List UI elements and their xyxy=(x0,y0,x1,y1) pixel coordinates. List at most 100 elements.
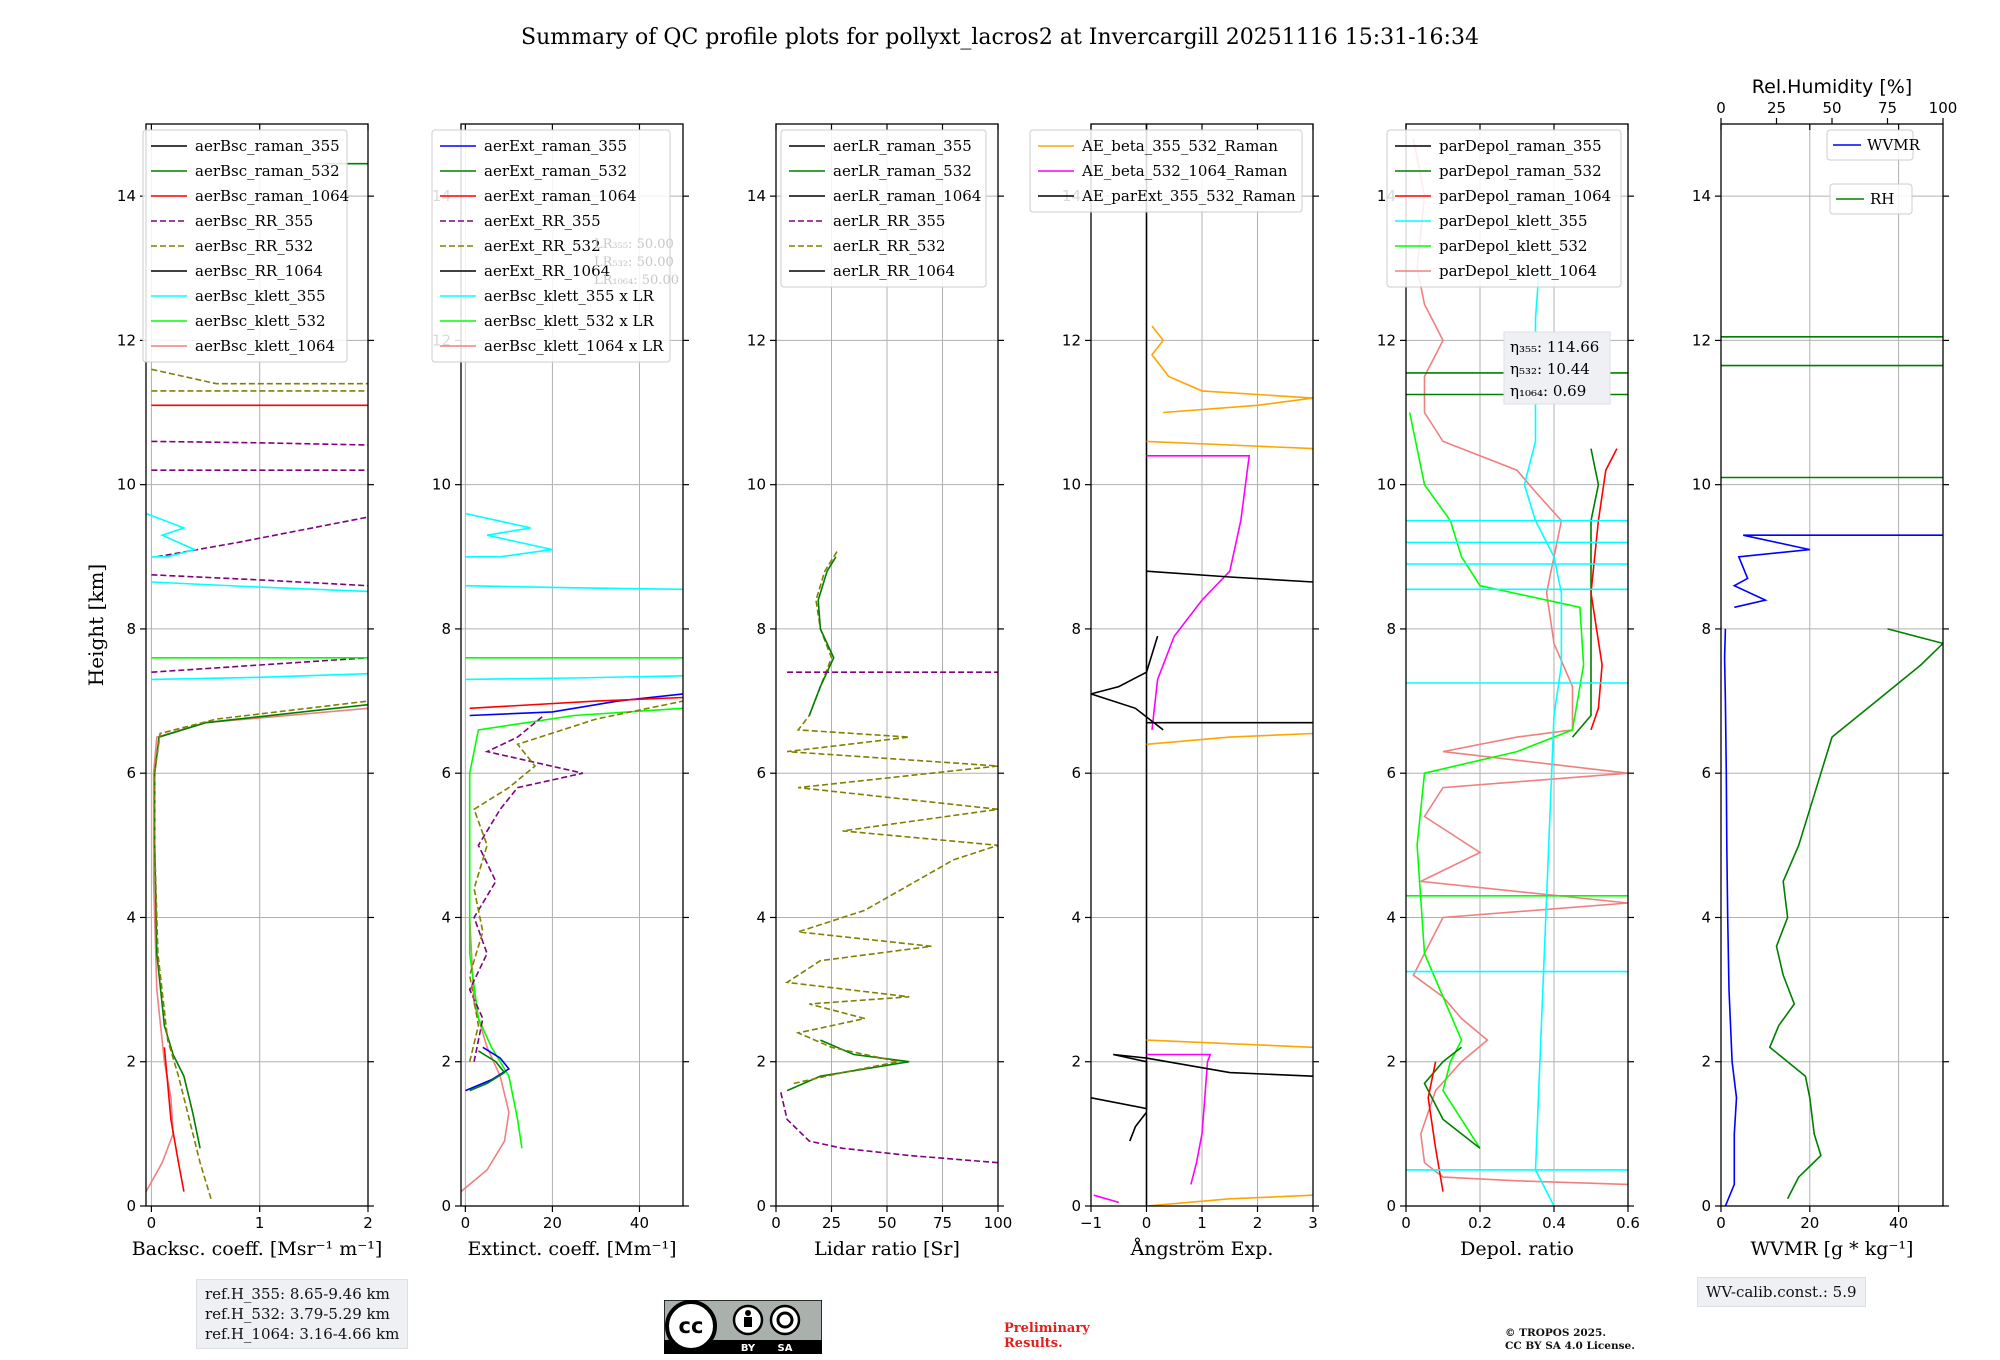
series-line-aerext-raman-355-b xyxy=(469,693,683,717)
legend-label: parDepol_klett_532 xyxy=(1439,237,1588,255)
y-tick-label: 14 xyxy=(117,187,136,205)
ref-height-532: ref.H_532: 3.79-5.29 km xyxy=(205,1305,390,1323)
lidar-ratio-label: LR₅₃₂: 50.00 xyxy=(594,255,674,270)
legend-label: RH xyxy=(1870,190,1894,208)
legend: aerBsc_raman_355 aerBsc_raman_532 aerBsc_r… xyxy=(142,129,349,363)
series-line-ae-beta-355-532-raman-d xyxy=(1146,440,1313,450)
y-tick-label: 6 xyxy=(441,764,451,782)
eta-box xyxy=(1503,331,1611,405)
series-line-aerbsc-raman-532 xyxy=(153,703,368,1149)
copyright-line-1: © TROPOS 2025. xyxy=(1505,1327,1607,1339)
y-tick-label: 6 xyxy=(756,764,766,782)
series-line-ae-beta-532-1064-raman-c xyxy=(1093,1194,1120,1204)
legend-label: aerExt_RR_1064 xyxy=(484,262,610,280)
legend-label: parDepol_klett_1064 xyxy=(1439,262,1597,280)
y-tick-label: 14 xyxy=(1692,187,1711,205)
series-line-ae-beta-532-1064-raman-b xyxy=(1146,454,1251,730)
y-tick-label: 0 xyxy=(126,1197,136,1215)
legend-box xyxy=(1029,129,1303,213)
y-tick-label: 2 xyxy=(1071,1053,1081,1071)
legend-label: aerBsc_RR_532 xyxy=(195,237,313,255)
y-tick-label: 6 xyxy=(126,764,136,782)
legend-label: aerBsc_klett_532 xyxy=(195,312,326,330)
preliminary-line-2: Results. xyxy=(1004,1336,1063,1351)
wv-calibration-constant: WV-calib.const.: 5.9 xyxy=(1706,1283,1857,1301)
y-tick-label: 4 xyxy=(1386,908,1396,926)
y-tick-label: 8 xyxy=(126,620,136,638)
y-tick-label: 4 xyxy=(126,908,136,926)
x-tick-label: 0.2 xyxy=(1468,1214,1492,1232)
series-line-ae-parext-355-532-raman-b xyxy=(1091,1053,1313,1110)
legend-box xyxy=(142,129,348,363)
legend-box xyxy=(1386,129,1622,288)
y-tick-label: 0 xyxy=(756,1197,766,1215)
series-line-aerbsc-rr-355-d xyxy=(151,440,368,446)
x-tick-label: −1 xyxy=(1080,1214,1102,1232)
series-line-aerbsc-klett-355-b xyxy=(151,581,368,593)
axes-frame xyxy=(460,123,684,1207)
top-x-tick-label: 0 xyxy=(1716,99,1726,117)
y-tick-label: 14 xyxy=(747,187,766,205)
x-tick-label: 2 xyxy=(1253,1214,1263,1232)
series-line-aerbsc-rr-355-c xyxy=(151,574,368,587)
x-tick-label: 3 xyxy=(1308,1214,1318,1232)
series-line-rh xyxy=(1768,628,1943,1200)
x-tick-label: 40 xyxy=(1889,1214,1908,1232)
series-line-aerlr-rr-355 xyxy=(779,1090,998,1164)
series-line-aerlr-rr-532 xyxy=(784,549,998,1085)
x-tick-label: 0.6 xyxy=(1616,1214,1640,1232)
x-tick-label: 25 xyxy=(822,1214,841,1232)
eta-label: η₁₀₆₄: 0.69 xyxy=(1510,382,1586,400)
series-group xyxy=(779,549,998,1164)
x-tick-label: 20 xyxy=(543,1214,562,1232)
series-line-aerbsc-klett-532-x-lr xyxy=(468,707,683,1149)
cc-icon xyxy=(665,1300,717,1352)
legend-label: aerBsc_raman_1064 xyxy=(195,187,349,205)
y-tick-label: 12 xyxy=(747,331,766,349)
y-tick-label: 0 xyxy=(441,1197,451,1215)
preliminary-note: Preliminary Results. xyxy=(1004,1321,1090,1351)
legend-label: parDepol_raman_532 xyxy=(1439,162,1602,180)
y-tick-label: 2 xyxy=(441,1053,451,1071)
series-line-aerext-raman-532 xyxy=(469,1050,506,1092)
legend-box xyxy=(780,129,987,288)
series-line-pardepol-raman-532-b xyxy=(1571,448,1600,738)
legend-box xyxy=(1829,183,1913,215)
y-tick-label: 4 xyxy=(756,908,766,926)
x-axis-label: Ångström Exp. xyxy=(1130,1238,1274,1260)
series-line-aerbsc-klett-1064-x-lr xyxy=(461,917,510,1193)
y-tick-label: 2 xyxy=(126,1053,136,1071)
series-group xyxy=(1721,335,1943,1206)
wv-calibration-box: WV-calib.const.: 5.9 xyxy=(1697,1277,1866,1307)
x-tick-label: 0 xyxy=(147,1214,157,1232)
x-axis-label: Extinct. coeff. [Mm⁻¹] xyxy=(467,1238,676,1260)
y-tick-label: 2 xyxy=(1386,1053,1396,1071)
y-tick-label: 10 xyxy=(1062,476,1081,494)
y-tick-label: 12 xyxy=(1062,331,1081,349)
sa-icon xyxy=(769,1304,801,1336)
legend-label: parDepol_raman_1064 xyxy=(1439,187,1611,205)
legend-label: aerExt_RR_355 xyxy=(484,212,601,230)
series-line-aerbsc-klett-355 xyxy=(151,672,368,681)
x-tick-label: 0 xyxy=(1401,1214,1411,1232)
legend-label: aerExt_RR_532 xyxy=(484,237,601,255)
eta-label: η₅₃₂: 10.44 xyxy=(1510,360,1590,378)
series-line-aerext-raman-355 xyxy=(465,1046,511,1092)
series-line-ae-beta-355-532-raman-c xyxy=(1146,732,1313,746)
preliminary-line-1: Preliminary xyxy=(1004,1321,1090,1336)
y-tick-label: 12 xyxy=(117,331,136,349)
legend-label: aerLR_RR_532 xyxy=(833,237,945,255)
legend-label: aerLR_RR_1064 xyxy=(833,262,955,280)
legend-label: AE_beta_355_532_Raman xyxy=(1081,137,1278,155)
legend: parDepol_raman_355 parDepol_raman_532 parD… xyxy=(1386,129,1622,288)
ref-height-355: ref.H_355: 8.65-9.46 km xyxy=(205,1285,390,1303)
y-tick-label: 2 xyxy=(1701,1053,1711,1071)
y-tick-label: 6 xyxy=(1386,764,1396,782)
legend-label: aerBsc_klett_355 xyxy=(195,287,326,305)
panel-wvmr: 0 20 40 0 2 4 6 8 10 12 14 0 25 50 75 100 Rel.Humidity [… xyxy=(1692,76,1957,1260)
y-tick-label: 4 xyxy=(1071,908,1081,926)
y-tick-label: 8 xyxy=(441,620,451,638)
